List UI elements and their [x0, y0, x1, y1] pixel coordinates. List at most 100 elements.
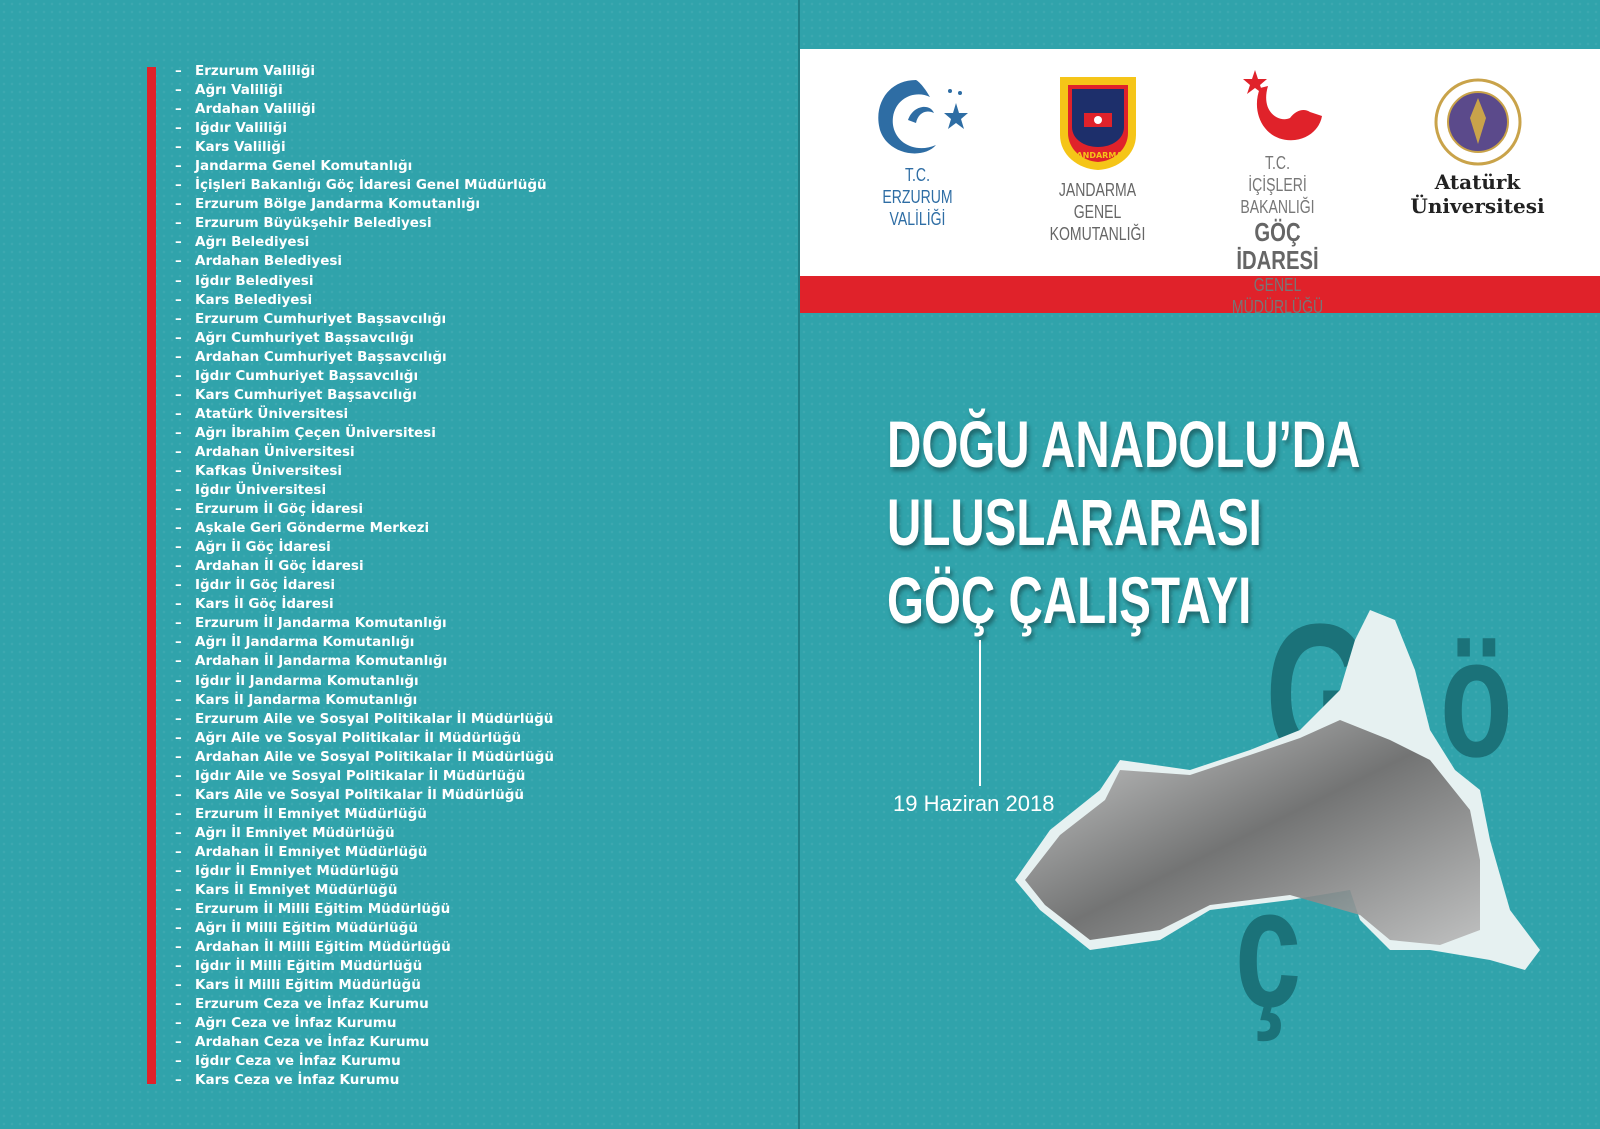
list-item: – Erzurum İl Milli Eğitim Müdürlüğü	[175, 900, 554, 919]
list-item: – Ağrı İl Jandarma Komutanlığı	[175, 633, 554, 652]
dash-bullet: –	[175, 253, 182, 270]
list-item: – Erzurum Bölge Jandarma Komutanlığı	[175, 195, 554, 214]
jandarma-line2: GENEL KOMUTANLIĞI	[1049, 202, 1146, 244]
list-item: – Kars Belediyesi	[175, 291, 554, 310]
list-item-label: Jandarma Genel Komutanlığı	[195, 158, 413, 175]
list-item-label: Ardahan İl Emniyet Müdürlüğü	[195, 843, 428, 860]
list-item: – Kars Ceza ve İnfaz Kurumu	[175, 1071, 554, 1090]
list-item-label: Ardahan İl Milli Eğitim Müdürlüğü	[195, 939, 451, 956]
list-item: – Ağrı İbrahim Çeçen Üniversitesi	[175, 424, 554, 443]
list-item: – İçişleri Bakanlığı Göç İdaresi Genel Mü…	[175, 176, 554, 195]
dash-bullet: –	[175, 691, 182, 708]
list-item-label: Iğdır Üniversitesi	[195, 482, 327, 499]
list-item: – Iğdır İl Jandarma Komutanlığı	[175, 672, 554, 691]
dash-bullet: –	[175, 539, 182, 556]
title-line-1: DOĞU ANADOLU’DA	[887, 407, 1361, 481]
jandarma-emblem-icon: JANDARMA	[1059, 77, 1136, 170]
list-item: – Iğdır İl Milli Eğitim Müdürlüğü	[175, 957, 554, 976]
dash-bullet: –	[175, 1034, 182, 1051]
dash-bullet: –	[175, 63, 182, 79]
list-item-label: Iğdır İl Emniyet Müdürlüğü	[195, 862, 399, 879]
list-item: – Ardahan Üniversitesi	[175, 443, 554, 462]
list-item: – Erzurum Valiliği	[175, 62, 554, 81]
list-item: – Erzurum İl Emniyet Müdürlüğü	[175, 805, 554, 824]
dash-bullet: –	[175, 462, 182, 479]
left-page	[0, 0, 798, 1129]
dash-bullet: –	[175, 729, 182, 746]
list-item: – Ağrı İl Emniyet Müdürlüğü	[175, 824, 554, 843]
list-item-label: Ağrı İbrahim Çeçen Üniversitesi	[195, 424, 436, 441]
list-item-label: Erzurum Ceza ve İnfaz Kurumu	[195, 996, 429, 1013]
dash-bullet: –	[175, 615, 182, 632]
list-item-label: Erzurum İl Göç İdaresi	[195, 501, 364, 518]
list-item: – Kars İl Milli Eğitim Müdürlüğü	[175, 976, 554, 995]
list-item-label: Iğdır İl Milli Eğitim Müdürlüğü	[195, 958, 423, 975]
list-item-label: Ağrı Aile ve Sosyal Politikalar İl Müdür…	[195, 729, 522, 746]
list-item: – Ağrı İl Göç İdaresi	[175, 538, 554, 557]
page-fold	[798, 0, 800, 1129]
list-item: – Ardahan İl Emniyet Müdürlüğü	[175, 843, 554, 862]
dash-bullet: –	[175, 234, 182, 251]
list-item: – Iğdır Belediyesi	[175, 272, 554, 291]
region-map-photo	[1015, 610, 1540, 970]
dash-bullet: –	[175, 977, 182, 994]
list-item-label: Iğdır İl Jandarma Komutanlığı	[195, 672, 419, 689]
list-item: – Kars İl Göç İdaresi	[175, 595, 554, 614]
list-item-label: Erzurum Bölge Jandarma Komutanlığı	[195, 196, 481, 213]
dash-bullet: –	[175, 634, 182, 651]
list-item-label: Kafkas Üniversitesi	[195, 462, 343, 479]
dash-bullet: –	[175, 272, 182, 289]
dash-bullet: –	[175, 767, 182, 784]
dash-bullet: –	[175, 424, 182, 441]
list-item: – Atatürk Üniversitesi	[175, 405, 554, 424]
dash-bullet: –	[175, 939, 182, 956]
dash-bullet: –	[175, 805, 182, 822]
dash-bullet: –	[175, 920, 182, 937]
dash-bullet: –	[175, 672, 182, 689]
list-item-label: Ardahan Ceza ve İnfaz Kurumu	[195, 1034, 430, 1051]
list-item: – Ardahan Cumhuriyet Başsavcılığı	[175, 348, 554, 367]
dash-bullet: –	[175, 177, 182, 194]
dash-bullet: –	[175, 120, 182, 137]
list-item-label: Ardahan İl Jandarma Komutanlığı	[195, 653, 448, 670]
list-item-label: Ardahan Aile ve Sosyal Politikalar İl Mü…	[195, 748, 554, 765]
list-item-label: Ağrı Ceza ve İnfaz Kurumu	[195, 1015, 397, 1032]
list-item-label: Aşkale Geri Gönderme Merkezi	[195, 520, 430, 537]
dash-bullet: –	[175, 348, 182, 365]
list-item: – Kars Valiliği	[175, 138, 554, 157]
dash-bullet: –	[175, 329, 182, 346]
dash-bullet: –	[175, 1053, 182, 1070]
red-accent-bar	[147, 67, 156, 1084]
dash-bullet: –	[175, 748, 182, 765]
list-item: – Kars İl Jandarma Komutanlığı	[175, 691, 554, 710]
list-item-label: Erzurum Cumhuriyet Başsavcılığı	[195, 310, 447, 327]
list-item: – Ağrı Aile ve Sosyal Politikalar İl Müdü…	[175, 729, 554, 748]
dash-bullet: –	[175, 653, 182, 670]
crescent-bird-icon	[1243, 70, 1322, 141]
cover-title: DOĞU ANADOLU’DA ULUSLARARASI GÖÇ ÇALIŞTA…	[887, 405, 1360, 639]
jandarma-line1: JANDARMA	[1058, 180, 1137, 200]
list-item-label: Ağrı Cumhuriyet Başsavcılığı	[195, 329, 414, 346]
list-item-label: Ağrı İl Göç İdaresi	[195, 539, 331, 556]
dash-bullet: –	[175, 958, 182, 975]
list-item: – Kars Cumhuriyet Başsavcılığı	[175, 386, 554, 405]
goc-idaresi-logo: T.C. İÇİŞLERİ BAKANLIĞI GÖÇ İDARESİ GENE…	[1195, 68, 1360, 318]
list-item: – Iğdır Aile ve Sosyal Politikalar İl Müd…	[175, 767, 554, 786]
dash-bullet: –	[175, 501, 182, 518]
list-item-label: Kars Aile ve Sosyal Politikalar İl Müdür…	[195, 786, 524, 803]
list-item: – Kars Aile ve Sosyal Politikalar İl Müdü…	[175, 786, 554, 805]
list-item-label: Erzurum İl Jandarma Komutanlığı	[195, 615, 447, 632]
list-item-label: Iğdır Aile ve Sosyal Politikalar İl Müdü…	[195, 767, 526, 784]
ataturk-universitesi-logo: Atatürk Üniversitesi	[1395, 78, 1560, 218]
list-item-label: Erzurum İl Emniyet Müdürlüğü	[195, 805, 427, 822]
list-item-label: Ağrı İl Emniyet Müdürlüğü	[195, 824, 395, 841]
red-band	[800, 276, 1600, 313]
list-item-label: Iğdır Valiliği	[195, 120, 287, 137]
list-item: – Iğdır İl Emniyet Müdürlüğü	[175, 862, 554, 881]
list-item-label: Ağrı İl Milli Eğitim Müdürlüğü	[195, 920, 418, 937]
dash-bullet: –	[175, 386, 182, 403]
title-line-3: GÖÇ ÇALIŞTAYI	[887, 563, 1252, 637]
list-item: – Erzurum Aile ve Sosyal Politikalar İl M…	[175, 710, 554, 729]
goc-line4: GENEL MÜDÜRLÜĞÜ	[1231, 275, 1324, 317]
dash-bullet: –	[175, 710, 182, 727]
